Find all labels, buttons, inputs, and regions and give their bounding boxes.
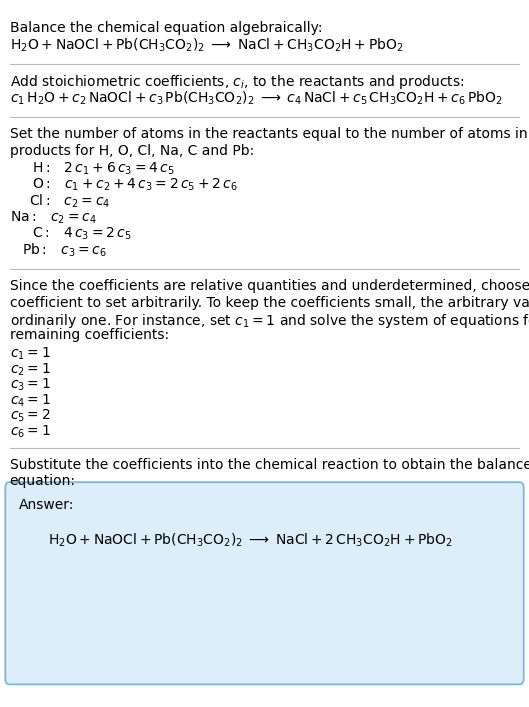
Text: $\mathrm{H_2O + NaOCl + Pb(CH_3CO_2)_2 \;\longrightarrow\; NaCl + 2\,CH_3CO_2H +: $\mathrm{H_2O + NaOCl + Pb(CH_3CO_2)_2 \… <box>48 532 452 549</box>
Text: $\mathrm{Na{:}}\;\;\; c_2 = c_4$: $\mathrm{Na{:}}\;\;\; c_2 = c_4$ <box>10 209 96 226</box>
Text: $c_5 = 2$: $c_5 = 2$ <box>10 408 50 424</box>
Text: $\mathrm{H{:}}\;\;\; 2\,c_1 + 6\,c_3 = 4\,c_5$: $\mathrm{H{:}}\;\;\; 2\,c_1 + 6\,c_3 = 4… <box>32 160 174 177</box>
Text: Answer:: Answer: <box>19 498 74 513</box>
Text: Add stoichiometric coefficients, $c_i$, to the reactants and products:: Add stoichiometric coefficients, $c_i$, … <box>10 73 464 90</box>
Text: $c_4 = 1$: $c_4 = 1$ <box>10 392 50 409</box>
Text: coefficient to set arbitrarily. To keep the coefficients small, the arbitrary va: coefficient to set arbitrarily. To keep … <box>10 296 529 310</box>
Text: $c_3 = 1$: $c_3 = 1$ <box>10 377 50 393</box>
Text: $\mathrm{C{:}}\;\;\; 4\,c_3 = 2\,c_5$: $\mathrm{C{:}}\;\;\; 4\,c_3 = 2\,c_5$ <box>32 226 131 242</box>
Text: $c_1\,\mathrm{H_2O} + c_2\,\mathrm{NaOCl} + c_3\,\mathrm{Pb(CH_3CO_2)_2} \;\long: $c_1\,\mathrm{H_2O} + c_2\,\mathrm{NaOCl… <box>10 90 502 107</box>
Text: Substitute the coefficients into the chemical reaction to obtain the balanced: Substitute the coefficients into the che… <box>10 458 529 472</box>
Text: Since the coefficients are relative quantities and underdetermined, choose a: Since the coefficients are relative quan… <box>10 279 529 293</box>
Text: $c_6 = 1$: $c_6 = 1$ <box>10 423 50 440</box>
Text: $\mathrm{Pb{:}}\;\;\; c_3 = c_6$: $\mathrm{Pb{:}}\;\;\; c_3 = c_6$ <box>22 242 107 259</box>
Text: products for H, O, Cl, Na, C and Pb:: products for H, O, Cl, Na, C and Pb: <box>10 144 254 158</box>
FancyBboxPatch shape <box>5 482 524 684</box>
Text: equation:: equation: <box>10 474 76 489</box>
Text: remaining coefficients:: remaining coefficients: <box>10 328 169 342</box>
Text: Balance the chemical equation algebraically:: Balance the chemical equation algebraica… <box>10 21 322 35</box>
Text: $\mathrm{H_2O + NaOCl + Pb(CH_3CO_2)_2 \;\longrightarrow\; NaCl + CH_3CO_2H + Pb: $\mathrm{H_2O + NaOCl + Pb(CH_3CO_2)_2 \… <box>10 37 403 54</box>
Text: $\mathrm{O{:}}\;\;\; c_1 + c_2 + 4\,c_3 = 2\,c_5 + 2\,c_6$: $\mathrm{O{:}}\;\;\; c_1 + c_2 + 4\,c_3 … <box>32 177 238 193</box>
Text: $\mathrm{Cl{:}}\;\;\; c_2 = c_4$: $\mathrm{Cl{:}}\;\;\; c_2 = c_4$ <box>29 193 111 211</box>
Text: Set the number of atoms in the reactants equal to the number of atoms in the: Set the number of atoms in the reactants… <box>10 127 529 141</box>
Text: $c_1 = 1$: $c_1 = 1$ <box>10 346 50 362</box>
Text: ordinarily one. For instance, set $c_1 = 1$ and solve the system of equations fo: ordinarily one. For instance, set $c_1 =… <box>10 312 529 329</box>
Text: $c_2 = 1$: $c_2 = 1$ <box>10 361 50 378</box>
